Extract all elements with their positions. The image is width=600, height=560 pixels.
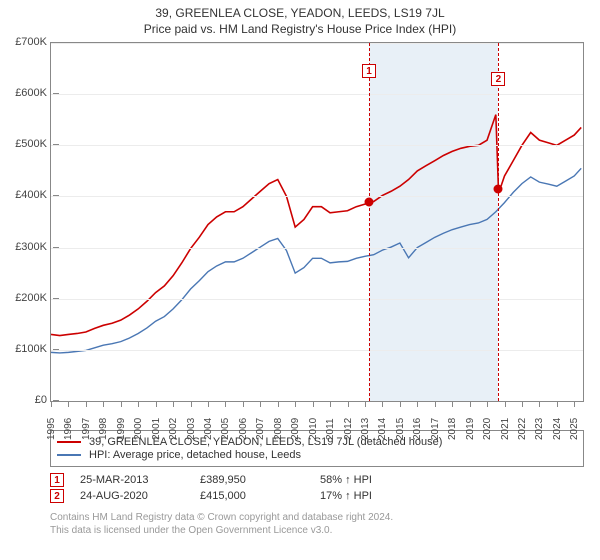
x-tick-label: 2024 (552, 418, 563, 440)
x-tick-label: 1995 (46, 418, 57, 440)
page-title: 39, GREENLEA CLOSE, YEADON, LEEDS, LS19 … (10, 6, 590, 20)
x-tick-label: 2009 (290, 418, 301, 440)
x-tick-label: 2013 (360, 418, 371, 440)
y-tick-label: £100K (15, 343, 47, 355)
sale-date: 24-AUG-2020 (80, 490, 200, 502)
x-tick-label: 2003 (186, 418, 197, 440)
footer-attribution: Contains HM Land Registry data © Crown c… (50, 511, 584, 537)
y-tick-label: £500K (15, 138, 47, 150)
y-tick-label: £200K (15, 292, 47, 304)
x-tick-label: 2016 (412, 418, 423, 440)
sale-marker-line (498, 43, 499, 401)
x-tick-label: 2023 (534, 418, 545, 440)
legend-swatch (57, 454, 81, 456)
sale-marker-dot (494, 184, 503, 193)
x-tick-label: 2018 (447, 418, 458, 440)
x-tick-label: 2011 (325, 418, 336, 440)
x-tick-label: 2002 (168, 418, 179, 440)
x-tick-label: 2017 (430, 418, 441, 440)
price-chart: £0£100K£200K£300K£400K£500K£600K£700K 19… (50, 42, 584, 402)
footer-line-1: Contains HM Land Registry data © Crown c… (50, 511, 584, 524)
plot-lines (51, 43, 583, 401)
series-address (51, 115, 581, 336)
x-tick-label: 2012 (343, 418, 354, 440)
sale-delta: 17% ↑ HPI (320, 490, 440, 502)
sale-marker-dot (364, 197, 373, 206)
y-tick-label: £400K (15, 189, 47, 201)
sale-row: 1 25-MAR-2013£389,95058% ↑ HPI (50, 473, 584, 487)
x-tick-label: 2025 (569, 418, 580, 440)
sale-marker-flag: 1 (362, 64, 376, 78)
sale-row-flag: 2 (50, 489, 64, 503)
y-tick-label: £300K (15, 241, 47, 253)
x-tick-label: 2020 (482, 418, 493, 440)
x-tick-label: 2000 (133, 418, 144, 440)
legend-swatch (57, 441, 81, 443)
legend-label: HPI: Average price, detached house, Leed… (89, 449, 301, 461)
x-tick-label: 2001 (151, 418, 162, 440)
sale-date: 25-MAR-2013 (80, 474, 200, 486)
x-tick-label: 2008 (273, 418, 284, 440)
x-tick-label: 2006 (238, 418, 249, 440)
sale-price: £415,000 (200, 490, 320, 502)
page-subtitle: Price paid vs. HM Land Registry's House … (10, 22, 590, 36)
sale-row: 2 24-AUG-2020£415,00017% ↑ HPI (50, 489, 584, 503)
x-tick-label: 2004 (203, 418, 214, 440)
x-tick-label: 2007 (255, 418, 266, 440)
x-tick-label: 1998 (98, 418, 109, 440)
x-tick-label: 1999 (116, 418, 127, 440)
y-axis: £0£100K£200K£300K£400K£500K£600K£700K (7, 42, 51, 400)
sale-marker-line (369, 43, 370, 401)
y-tick-label: £600K (15, 87, 47, 99)
sale-price: £389,950 (200, 474, 320, 486)
footer-line-2: This data is licensed under the Open Gov… (50, 524, 584, 537)
x-tick-label: 1997 (81, 418, 92, 440)
sale-delta: 58% ↑ HPI (320, 474, 440, 486)
x-tick-label: 2015 (395, 418, 406, 440)
y-tick-label: £0 (35, 394, 47, 406)
legend-row: HPI: Average price, detached house, Leed… (57, 449, 577, 461)
x-tick-label: 2005 (220, 418, 231, 440)
x-tick-label: 2021 (500, 418, 511, 440)
x-tick-label: 2010 (308, 418, 319, 440)
x-tick-label: 2022 (517, 418, 528, 440)
x-tick-label: 2014 (377, 418, 388, 440)
sale-row-flag: 1 (50, 473, 64, 487)
x-tick-label: 2019 (465, 418, 476, 440)
sales-list: 1 25-MAR-2013£389,95058% ↑ HPI 2 24-AUG-202… (50, 473, 584, 503)
x-tick-label: 1996 (63, 418, 74, 440)
sale-marker-flag: 2 (491, 72, 505, 86)
y-tick-label: £700K (15, 36, 47, 48)
